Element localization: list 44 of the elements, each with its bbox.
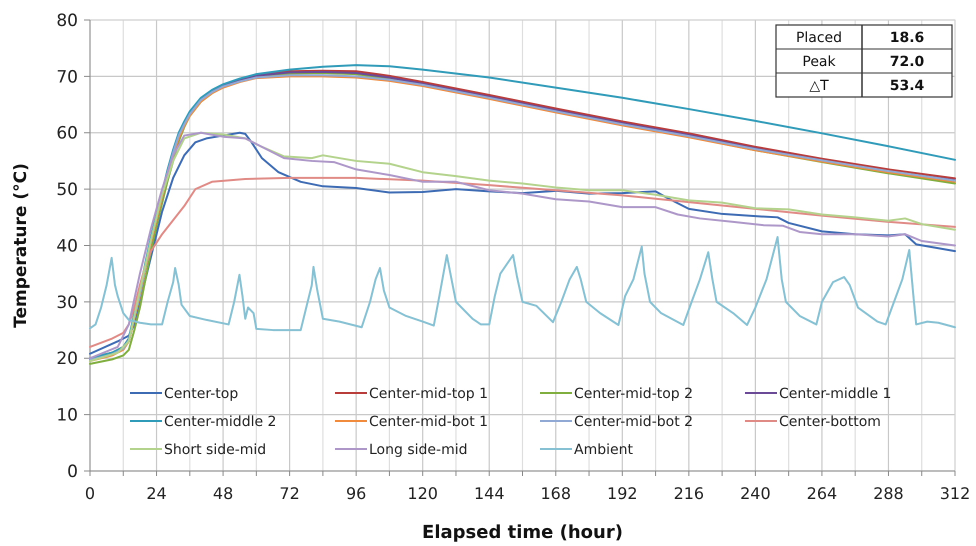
y-axis-title: Temperature (°C) bbox=[11, 163, 31, 328]
legend-label: Center-bottom bbox=[779, 414, 881, 430]
legend-label: Center-middle 1 bbox=[779, 386, 892, 402]
x-tick-label: 24 bbox=[146, 484, 167, 503]
x-tick-label: 120 bbox=[407, 484, 438, 503]
legend-label: Center-top bbox=[164, 386, 238, 402]
legend-label: Center-mid-bot 2 bbox=[574, 414, 694, 430]
x-tick-label: 192 bbox=[607, 484, 638, 503]
y-tick-label: 20 bbox=[56, 349, 78, 370]
y-tick-label: 0 bbox=[67, 462, 78, 482]
line-series bbox=[89, 176, 956, 348]
x-tick-label: 48 bbox=[212, 484, 234, 503]
annotation: △T bbox=[809, 78, 830, 94]
x-tick-label: 216 bbox=[674, 484, 704, 503]
annotation: Placed bbox=[796, 30, 842, 46]
x-tick-label: 144 bbox=[474, 484, 505, 503]
annotation: 72.0 bbox=[890, 54, 925, 70]
x-tick-label: 168 bbox=[540, 484, 572, 503]
y-tick-label: 30 bbox=[56, 292, 78, 313]
legend-label: Short side-mid bbox=[164, 442, 266, 458]
legend-label: Center-mid-top 2 bbox=[574, 386, 694, 402]
x-tick-label: 264 bbox=[806, 484, 838, 503]
legend-label: Center-mid-bot 1 bbox=[369, 414, 488, 430]
x-tick-label: 312 bbox=[940, 484, 970, 503]
y-tick-label: 40 bbox=[56, 236, 78, 256]
legend-label: Ambient bbox=[574, 442, 634, 458]
y-tick-label: 50 bbox=[56, 180, 78, 200]
x-tick-label: 72 bbox=[279, 484, 300, 503]
y-tick-label: 10 bbox=[56, 406, 78, 426]
x-tick-label: 240 bbox=[740, 484, 771, 503]
legend-label: Center-middle 2 bbox=[164, 414, 276, 430]
x-tick-label: 288 bbox=[873, 484, 904, 503]
x-tick-label: 96 bbox=[346, 484, 366, 503]
line-series bbox=[89, 236, 956, 332]
x-axis-title: Elapsed time (hour) bbox=[422, 522, 623, 543]
y-tick-label: 60 bbox=[56, 124, 78, 144]
annotation: Peak bbox=[802, 54, 837, 70]
x-tick-label: 0 bbox=[84, 484, 96, 503]
annotation: 53.4 bbox=[890, 78, 925, 94]
y-tick-label: 80 bbox=[56, 10, 78, 31]
legend-label: Long side-mid bbox=[369, 442, 468, 458]
annotation: 18.6 bbox=[890, 30, 924, 46]
legend-label: Center-mid-top 1 bbox=[369, 386, 488, 402]
y-tick-label: 70 bbox=[56, 67, 78, 88]
